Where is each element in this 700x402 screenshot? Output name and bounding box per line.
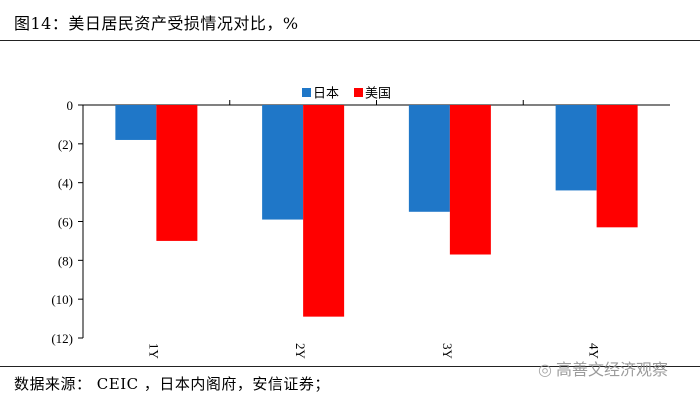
x-tick-label: 2Y bbox=[293, 343, 308, 360]
bar-2Y-美国 bbox=[303, 105, 345, 317]
bar-4Y-美国 bbox=[596, 105, 638, 228]
watermark: ◎ 高善文经济观察 bbox=[538, 356, 668, 380]
y-tick-label: (12) bbox=[51, 331, 73, 346]
y-tick-label: (8) bbox=[58, 253, 73, 268]
legend-swatch-美国 bbox=[354, 88, 363, 97]
legend-swatch-日本 bbox=[302, 88, 311, 97]
y-tick-label: (2) bbox=[58, 137, 73, 152]
chart-title: 图14：美日居民资产受损情况对比，% bbox=[14, 14, 299, 33]
bar-2Y-日本 bbox=[262, 105, 304, 220]
wechat-icon: ◎ bbox=[538, 360, 552, 379]
source-note: 数据来源： CEIC ，日本内阁府，安信证券； bbox=[14, 375, 330, 393]
bar-1Y-美国 bbox=[156, 105, 198, 241]
bar-4Y-日本 bbox=[555, 105, 597, 191]
bar-3Y-美国 bbox=[449, 105, 491, 255]
y-tick-label: (6) bbox=[58, 215, 73, 230]
footer-divider bbox=[0, 366, 700, 367]
bar-1Y-日本 bbox=[115, 105, 157, 140]
y-tick-label: (10) bbox=[51, 292, 73, 307]
x-tick-label: 3Y bbox=[440, 343, 455, 360]
watermark-text: 高善文经济观察 bbox=[555, 360, 668, 379]
y-tick-label: (4) bbox=[58, 176, 73, 191]
x-tick-label: 4Y bbox=[587, 343, 602, 360]
y-tick-label: 0 bbox=[67, 98, 74, 113]
title-divider bbox=[0, 40, 700, 41]
x-tick-label: 1Y bbox=[146, 343, 161, 360]
bar-3Y-日本 bbox=[408, 105, 450, 212]
bar-chart: 0 (2) (4) (6) (8) (10) (12) 1Y 2Y 3Y 4Y 日本 美国 bbox=[51, 87, 670, 360]
legend-label-美国: 美国 bbox=[365, 87, 391, 102]
legend-label-日本: 日本 bbox=[313, 87, 339, 102]
